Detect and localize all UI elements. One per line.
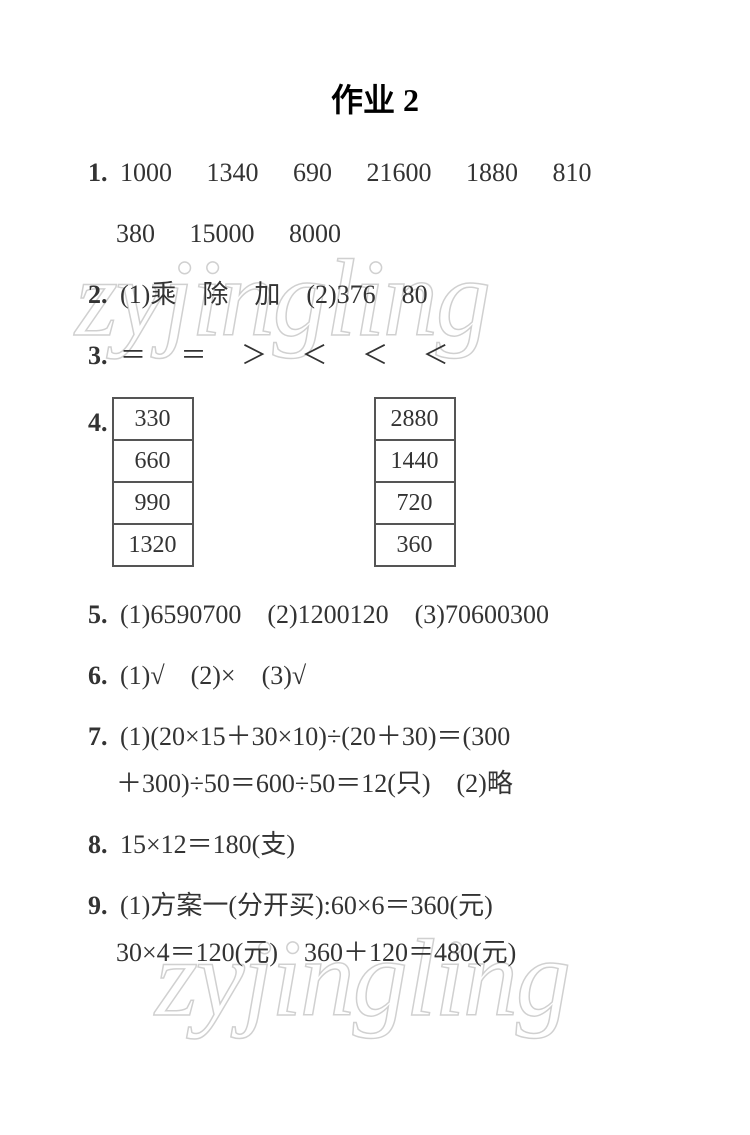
p8-text: 15×12＝180(支) xyxy=(120,830,295,859)
p5-text: (1)6590700 (2)1200120 (3)70600300 xyxy=(120,600,549,629)
problem-7-line2: ＋300)÷50＝600÷50＝12(只) (2)略 xyxy=(88,764,700,803)
problem-8-label: 8. xyxy=(88,825,108,864)
table-a-cell: 990 xyxy=(113,482,193,524)
p3-5: ＜ xyxy=(423,336,449,375)
problem-5-label: 5. xyxy=(88,595,108,634)
p3-1: ＝ xyxy=(181,336,207,375)
p9-text2: 30×4＝120(元) 360＋120＝480(元) xyxy=(116,938,516,967)
problem-4-label: 4. xyxy=(88,397,108,442)
p3-4: ＜ xyxy=(362,336,388,375)
problem-1-line2: 380 15000 8000 xyxy=(88,214,700,253)
problem-6: 6. (1)√ (2)× (3)√ xyxy=(88,656,700,695)
table-b: 2880 1440 720 360 xyxy=(374,397,456,567)
table-b-cell: 2880 xyxy=(375,398,455,440)
p1-w2: 8000 xyxy=(289,214,341,253)
table-a-cell: 1320 xyxy=(113,524,193,566)
problem-6-label: 6. xyxy=(88,656,108,695)
p7-text1: (1)(20×15＋30×10)÷(20＋30)＝(300 xyxy=(120,722,510,751)
p3-0: ＝ xyxy=(120,336,146,375)
p1-w1: 15000 xyxy=(190,214,255,253)
problem-9-line2: 30×4＝120(元) 360＋120＝480(元) xyxy=(88,933,700,972)
problem-2: 2. (1)乘 除 加 (2)376 80 xyxy=(88,275,700,314)
problem-7-label: 7. xyxy=(88,717,108,756)
p9-text1: (1)方案一(分开买):60×6＝360(元) xyxy=(120,891,493,920)
problem-1-label: 1. xyxy=(88,153,108,192)
problem-3-label: 3. xyxy=(88,336,108,375)
problem-1-line1: 1. 1000 1340 690 21600 1880 810 xyxy=(88,153,700,192)
page-title: 作业 2 xyxy=(0,75,750,121)
p1-v4: 1880 xyxy=(466,153,518,192)
p1-v5: 810 xyxy=(553,153,592,192)
table-a-cell: 660 xyxy=(113,440,193,482)
problem-7-line1: 7. (1)(20×15＋30×10)÷(20＋30)＝(300 xyxy=(88,717,700,756)
p3-2: ＞ xyxy=(241,336,267,375)
p3-3: ＜ xyxy=(302,336,328,375)
table-a-cell: 330 xyxy=(113,398,193,440)
problem-9-line1: 9. (1)方案一(分开买):60×6＝360(元) xyxy=(88,886,700,925)
p1-v2: 690 xyxy=(293,153,332,192)
table-b-cell: 1440 xyxy=(375,440,455,482)
problem-3: 3. ＝ ＝ ＞ ＜ ＜ ＜ xyxy=(88,336,700,375)
problem-2-label: 2. xyxy=(88,275,108,314)
p2-text: (1)乘 除 加 (2)376 80 xyxy=(120,280,428,309)
problem-4: 4. 330 660 990 1320 2880 1440 720 360 xyxy=(88,397,700,567)
content-region: 1. 1000 1340 690 21600 1880 810 380 1500… xyxy=(0,153,750,972)
problem-5: 5. (1)6590700 (2)1200120 (3)70600300 xyxy=(88,595,700,634)
p1-v0: 1000 xyxy=(120,153,172,192)
p1-w0: 380 xyxy=(116,214,155,253)
table-b-cell: 360 xyxy=(375,524,455,566)
table-a: 330 660 990 1320 xyxy=(112,397,194,567)
problem-8: 8. 15×12＝180(支) xyxy=(88,825,700,864)
p1-v1: 1340 xyxy=(207,153,259,192)
p7-text2: ＋300)÷50＝600÷50＝12(只) (2)略 xyxy=(116,769,513,798)
table-b-cell: 720 xyxy=(375,482,455,524)
problem-9-label: 9. xyxy=(88,886,108,925)
p1-v3: 21600 xyxy=(367,153,432,192)
p6-text: (1)√ (2)× (3)√ xyxy=(120,661,306,690)
